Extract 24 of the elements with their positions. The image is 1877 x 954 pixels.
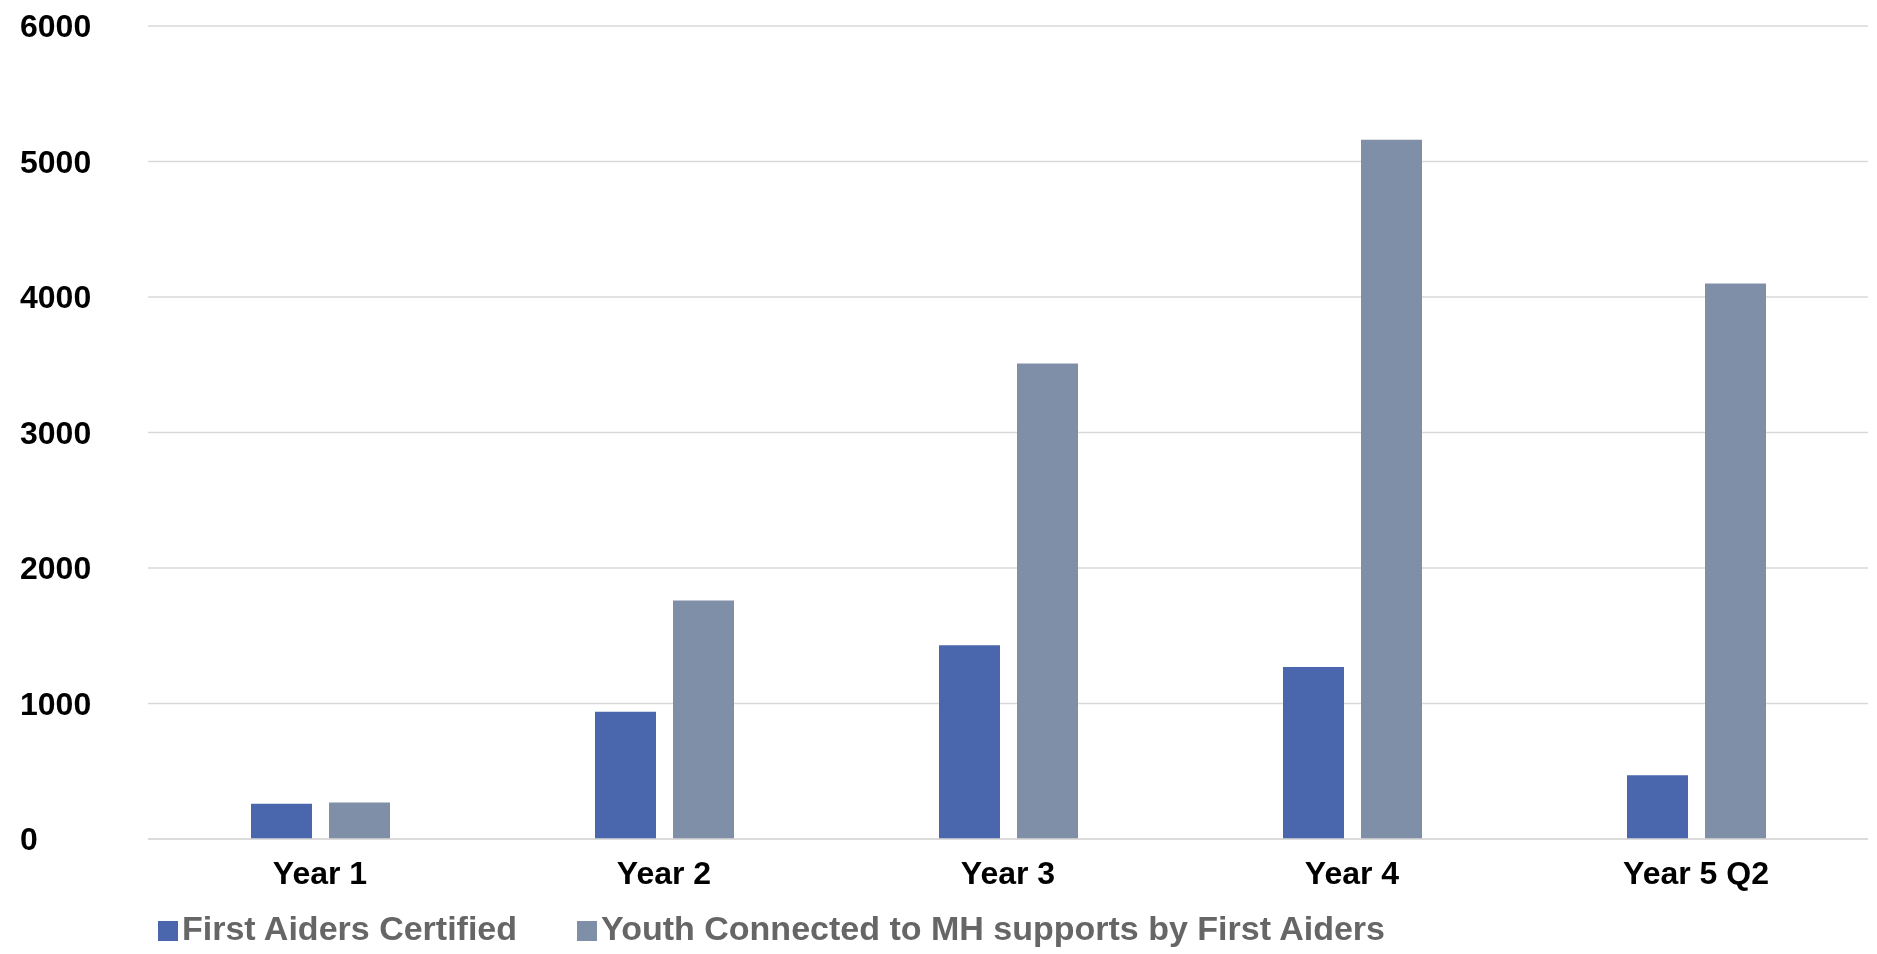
bar: [595, 711, 656, 839]
y-tick-label: 2000: [20, 550, 92, 587]
bar: [1283, 666, 1344, 839]
bar: [1361, 139, 1422, 839]
bar: [251, 803, 312, 839]
legend-label: Youth Connected to MH supports by First Aiders: [601, 909, 1385, 947]
bar: [673, 600, 734, 839]
x-tick-label: Year 1: [272, 854, 368, 891]
y-tick-label: 4000: [20, 279, 92, 316]
x-tick-label: Year 3: [960, 854, 1056, 891]
x-tick-label: Year 4: [1304, 854, 1400, 891]
bar: [329, 802, 390, 839]
y-tick-label: 1000: [20, 685, 92, 722]
bar: [1017, 363, 1078, 839]
bar: [1705, 283, 1766, 839]
bar: [1627, 775, 1688, 839]
x-tick-label: Year 5 Q2: [1623, 854, 1769, 891]
bar: [939, 645, 1000, 839]
y-tick-label: 0: [20, 821, 38, 858]
y-tick-label: 6000: [20, 8, 92, 45]
y-tick-label: 3000: [20, 414, 92, 451]
x-tick-label: Year 2: [616, 854, 712, 891]
y-tick-label: 5000: [20, 143, 92, 180]
legend-label: First Aiders Certified: [182, 909, 518, 947]
